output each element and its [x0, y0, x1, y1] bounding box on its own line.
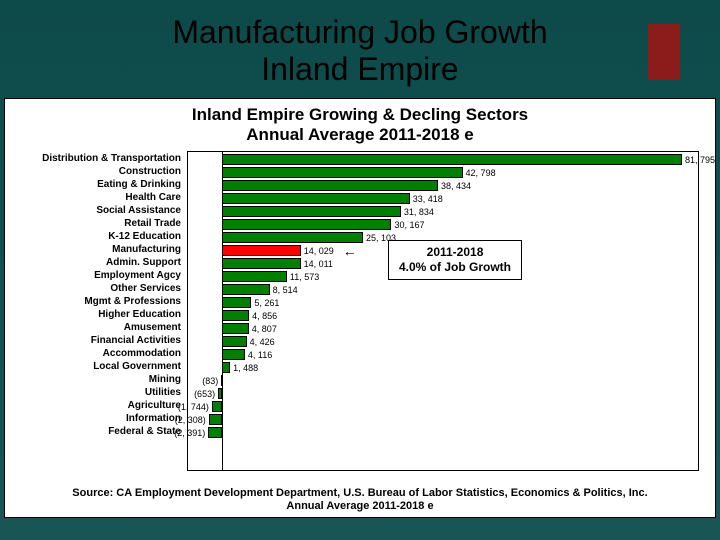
chart-panel: Inland Empire Growing & Decling Sectors …	[4, 98, 716, 518]
bar-value-label: 14, 011	[304, 259, 333, 269]
annotation-box: 2011-20184.0% of Job Growth	[388, 240, 522, 280]
bar-value-label: 42, 798	[466, 168, 496, 178]
bar-value-label: (1, 744)	[178, 402, 209, 412]
category-label: Retail Trade	[5, 218, 181, 229]
bar-value-label: 11, 573	[290, 272, 319, 282]
bar-value-label: 38, 434	[441, 181, 471, 191]
category-label: Information	[5, 413, 181, 424]
bar	[222, 245, 301, 256]
bar	[222, 258, 301, 269]
category-label: Federal & State	[5, 426, 181, 437]
category-label: Agriculture	[5, 400, 181, 411]
category-label: Local Government	[5, 361, 181, 372]
chart-header-line1: Inland Empire Growing & Decling Sectors	[5, 105, 715, 125]
bar	[222, 206, 401, 217]
category-label: Manufacturing	[5, 244, 181, 255]
arrow-icon: ←	[343, 243, 357, 259]
bar	[222, 336, 247, 347]
source-line: Source: CA Employment Development Depart…	[5, 487, 715, 513]
bar-value-label: 4, 116	[248, 350, 272, 360]
bar	[222, 154, 682, 165]
category-label: Mining	[5, 374, 181, 385]
source-line2: Annual Average 2011-2018 e	[5, 500, 715, 513]
bar	[222, 193, 410, 204]
bar-value-label: 1, 488	[233, 363, 258, 373]
bar	[222, 349, 245, 360]
bar-value-label: 81, 795	[685, 155, 715, 165]
bar-value-label: 4, 426	[250, 337, 275, 347]
bar	[222, 167, 463, 178]
category-label: Higher Education	[5, 309, 181, 320]
bar-value-label: 14, 029	[304, 246, 334, 256]
category-label: Eating & Drinking	[5, 179, 181, 190]
bar-value-label: 33, 418	[413, 194, 443, 204]
category-label: Financial Activities	[5, 335, 181, 346]
bar	[222, 271, 287, 282]
chart-header-line2: Annual Average 2011-2018 e	[5, 125, 715, 145]
annotation-line1: 2011-2018	[399, 245, 511, 260]
bar	[222, 219, 392, 230]
bar-value-label: 8, 514	[273, 285, 298, 295]
category-label: Distribution & Transportation	[5, 153, 181, 164]
bar-value-label: 5, 261	[254, 298, 279, 308]
category-label: Construction	[5, 166, 181, 177]
category-label: Mgmt & Professions	[5, 296, 181, 307]
slide-title-line1: Manufacturing Job Growth	[0, 14, 720, 51]
category-label: Social Assistance	[5, 205, 181, 216]
plot-area: 81, 79542, 79838, 43433, 41831, 83430, 1…	[187, 151, 699, 471]
category-label: Other Services	[5, 283, 181, 294]
bar-value-label: (83)	[202, 376, 218, 386]
bar-value-label: 4, 807	[252, 324, 277, 334]
bar	[222, 310, 249, 321]
category-label: Admin. Support	[5, 257, 181, 268]
bar	[222, 323, 249, 334]
slide-title-line2: Inland Empire	[0, 51, 720, 88]
slide-root: Manufacturing Job Growth Inland Empire I…	[0, 0, 720, 540]
bar-value-label: (653)	[194, 389, 215, 399]
bar-value-label: 30, 167	[394, 220, 424, 230]
bar	[212, 401, 222, 412]
category-label: Amusement	[5, 322, 181, 333]
category-label: K-12 Education	[5, 231, 181, 242]
slide-title: Manufacturing Job Growth Inland Empire	[0, 14, 720, 88]
bar	[208, 427, 221, 438]
bar	[209, 414, 222, 425]
bar	[222, 362, 230, 373]
category-label: Utilities	[5, 387, 181, 398]
source-line1: Source: CA Employment Development Depart…	[5, 487, 715, 500]
chart-area: 81, 795 42, 798 38, 434 33, 418 31, 834 30, 1…	[5, 151, 715, 471]
chart-header: Inland Empire Growing & Decling Sectors …	[5, 99, 715, 144]
category-label: Health Care	[5, 192, 181, 203]
bar	[222, 232, 363, 243]
bar-value-label: 4, 856	[252, 311, 277, 321]
category-label: Accommodation	[5, 348, 181, 359]
bar-value-label: 31, 834	[404, 207, 434, 217]
bar	[218, 388, 222, 399]
bar	[221, 375, 223, 386]
category-label: Employment Agcy	[5, 270, 181, 281]
bar	[222, 180, 438, 191]
bar	[222, 284, 270, 295]
annotation-line2: 4.0% of Job Growth	[399, 260, 511, 275]
bar	[222, 297, 252, 308]
